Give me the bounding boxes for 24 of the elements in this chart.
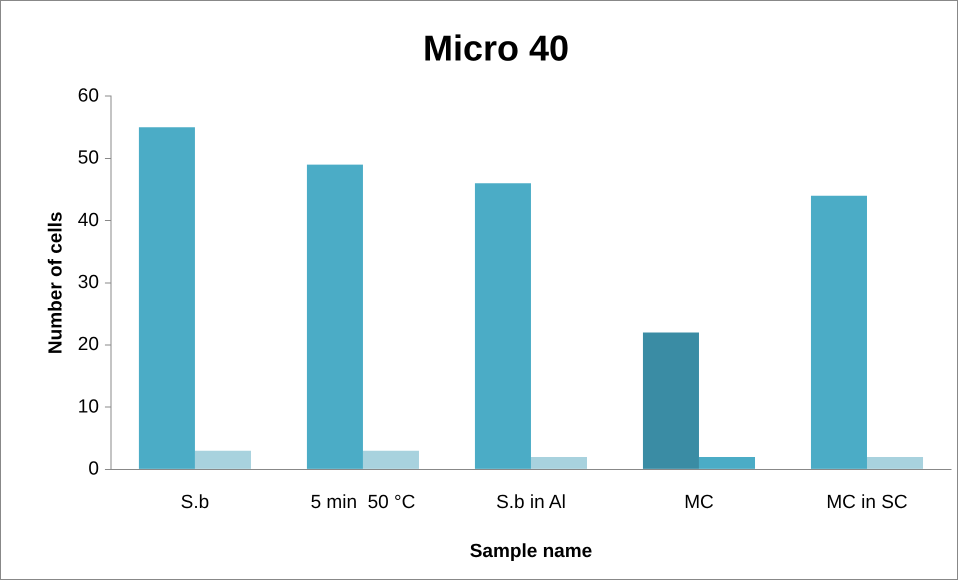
x-tick-label: S.b [180, 492, 210, 514]
bar [474, 183, 531, 469]
bar [810, 196, 867, 469]
x-tick-label: MC [684, 492, 714, 514]
bar [194, 450, 251, 469]
y-tick-label: 40 [78, 210, 99, 231]
bar [362, 450, 419, 469]
x-tick-label: S.b in Al [496, 492, 566, 514]
bar [530, 456, 587, 469]
chart-title: Micro 40 [422, 28, 570, 69]
y-tick-label: 20 [78, 334, 99, 356]
y-tick-label: 10 [78, 396, 99, 418]
y-tick-label: 0 [88, 458, 99, 480]
bar [866, 456, 924, 469]
y-tick-label: 50 [78, 148, 99, 169]
y-tick-label: 60 [78, 85, 99, 106]
y-tick-label: 30 [78, 272, 99, 294]
x-tick-label: MC in SC [826, 492, 908, 514]
bar [642, 332, 699, 469]
x-tick-label: 5 min 50 °C [310, 492, 416, 514]
bar [306, 164, 363, 469]
y-axis-title: Number of cells [46, 212, 67, 354]
x-axis-title: Sample name [470, 540, 592, 562]
bar [138, 127, 195, 469]
